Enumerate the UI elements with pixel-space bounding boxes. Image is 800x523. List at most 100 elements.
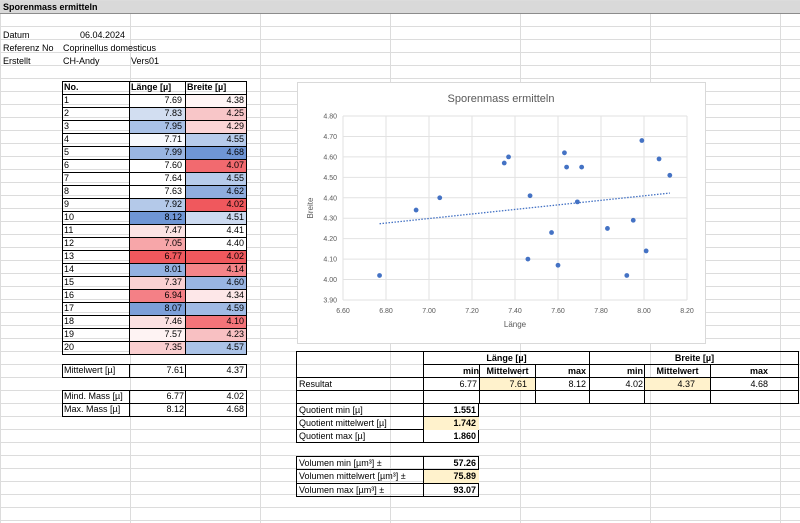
row-no[interactable]: 2 [64, 108, 70, 118]
row-breite[interactable]: 4.25 [185, 107, 247, 120]
row-no[interactable]: 20 [64, 342, 75, 352]
row-no[interactable]: 9 [64, 199, 70, 209]
row-breite[interactable]: 4.68 [185, 146, 247, 159]
max-laenge[interactable]: 8.12 [166, 404, 184, 414]
volumen-mittel-value[interactable]: 75.89 [424, 470, 479, 483]
scatter-chart[interactable]: 6.60 6.80 7.00 7.20 7.40 7.60 7.80 8.00 8.20 3.90… [297, 82, 706, 344]
row-breite[interactable]: 4.41 [185, 224, 247, 237]
row-breite[interactable]: 4.55 [185, 133, 247, 146]
row-no[interactable]: 12 [64, 238, 75, 248]
row-breite[interactable]: 4.59 [185, 302, 247, 315]
y-tick-label: 4.70 [323, 134, 337, 141]
row-laenge[interactable]: 7.99 [129, 146, 185, 159]
data-point [549, 230, 554, 235]
result-b-max[interactable]: 4.68 [750, 379, 768, 389]
result-b-max-header: max [749, 366, 768, 376]
row-no[interactable]: 5 [64, 147, 70, 157]
row-breite[interactable]: 4.57 [185, 341, 247, 354]
row-no[interactable]: 4 [64, 134, 70, 144]
quotient-mittel-value[interactable]: 1.742 [424, 417, 479, 430]
row-laenge[interactable]: 8.07 [129, 302, 185, 315]
result-l-mittel[interactable]: 7.61 [480, 378, 535, 391]
result-l-max[interactable]: 8.12 [568, 379, 586, 389]
row-breite[interactable]: 4.02 [185, 250, 247, 263]
row-laenge[interactable]: 6.94 [129, 289, 185, 302]
row-breite[interactable]: 4.07 [185, 159, 247, 172]
row-breite[interactable]: 4.40 [185, 237, 247, 250]
data-point [555, 262, 561, 268]
y-tick-label: 4.80 [323, 114, 337, 121]
row-breite[interactable]: 4.14 [185, 263, 247, 276]
mind-label: Mind. Mass [µ] [64, 391, 123, 401]
mind-laenge[interactable]: 6.77 [166, 391, 184, 401]
row-laenge[interactable]: 7.60 [129, 159, 185, 172]
row-breite[interactable]: 4.62 [185, 185, 247, 198]
col-divider [185, 81, 186, 354]
referenz-value[interactable]: Coprinellus domesticus [63, 43, 157, 53]
row-laenge[interactable]: 7.46 [129, 315, 185, 328]
result-b-mittel[interactable]: 4.37 [645, 378, 710, 391]
header-breite: Breite [µ] [187, 82, 227, 92]
quotient-min-value[interactable]: 1.551 [453, 405, 476, 415]
row-laenge[interactable]: 7.64 [129, 172, 185, 185]
row-laenge[interactable]: 8.01 [129, 263, 185, 276]
version-value[interactable]: Vers01 [131, 56, 160, 66]
row-no[interactable]: 6 [64, 160, 70, 170]
row-laenge[interactable]: 8.12 [129, 211, 185, 224]
row-no[interactable]: 3 [64, 121, 70, 131]
datum-value[interactable]: 06.04.2024 [80, 30, 126, 40]
row-laenge[interactable]: 7.95 [129, 120, 185, 133]
row-breite[interactable]: 4.60 [185, 276, 247, 289]
row-breite[interactable]: 4.29 [185, 120, 247, 133]
row-no[interactable]: 7 [64, 173, 70, 183]
row-breite[interactable]: 4.55 [185, 172, 247, 185]
result-b-mittel-header: Mittelwert [656, 366, 699, 376]
row-no[interactable]: 16 [64, 290, 75, 300]
row-no[interactable]: 18 [64, 316, 75, 326]
row-breite[interactable]: 4.10 [185, 315, 247, 328]
row-no[interactable]: 15 [64, 277, 75, 287]
row-laenge[interactable]: 7.05 [129, 237, 185, 250]
row-no[interactable]: 13 [64, 251, 75, 261]
row-laenge[interactable]: 7.63 [129, 185, 185, 198]
quotient-max-value[interactable]: 1.860 [453, 431, 476, 441]
row-no[interactable]: 19 [64, 329, 75, 339]
row-laenge[interactable]: 7.37 [129, 276, 185, 289]
row-no[interactable]: 10 [64, 212, 75, 222]
row-breite[interactable]: 4.34 [185, 289, 247, 302]
row-no[interactable]: 14 [64, 264, 75, 274]
mind-breite[interactable]: 4.02 [226, 391, 244, 401]
result-b-min[interactable]: 4.02 [625, 379, 643, 389]
x-tick-label: 6.80 [379, 308, 393, 315]
row-divider [62, 185, 247, 186]
row-no[interactable]: 8 [64, 186, 70, 196]
row-laenge[interactable]: 7.83 [129, 107, 185, 120]
volumen-divider [296, 483, 479, 484]
mittelwert-breite[interactable]: 4.37 [226, 365, 244, 375]
max-breite[interactable]: 4.68 [226, 404, 244, 414]
row-breite[interactable]: 4.23 [185, 328, 247, 341]
row-no[interactable]: 17 [64, 303, 75, 313]
row-breite[interactable]: 4.51 [185, 211, 247, 224]
mittelwert-laenge[interactable]: 7.61 [166, 365, 184, 375]
y-tick-label: 4.60 [323, 154, 337, 161]
erstellt-value[interactable]: CH-Andy [63, 56, 100, 66]
row-laenge[interactable]: 7.69 [129, 94, 185, 107]
row-laenge[interactable]: 7.92 [129, 198, 185, 211]
row-laenge[interactable]: 7.35 [129, 341, 185, 354]
row-no[interactable]: 11 [64, 225, 74, 235]
row-breite[interactable]: 4.38 [185, 94, 247, 107]
row-breite[interactable]: 4.02 [185, 198, 247, 211]
result-l-min[interactable]: 6.77 [459, 379, 477, 389]
result-breite-header: Breite [µ] [674, 353, 715, 363]
row-laenge[interactable]: 7.57 [129, 328, 185, 341]
volumen-min-value[interactable]: 57.26 [453, 458, 476, 468]
row-no[interactable]: 1 [64, 95, 70, 105]
volumen-max-value[interactable]: 93.07 [453, 485, 476, 495]
x-tick-label: 8.00 [637, 308, 651, 315]
row-laenge[interactable]: 6.77 [129, 250, 185, 263]
y-tick-label: 4.50 [323, 175, 337, 182]
data-point [643, 248, 649, 254]
row-laenge[interactable]: 7.47 [129, 224, 185, 237]
row-laenge[interactable]: 7.71 [129, 133, 185, 146]
